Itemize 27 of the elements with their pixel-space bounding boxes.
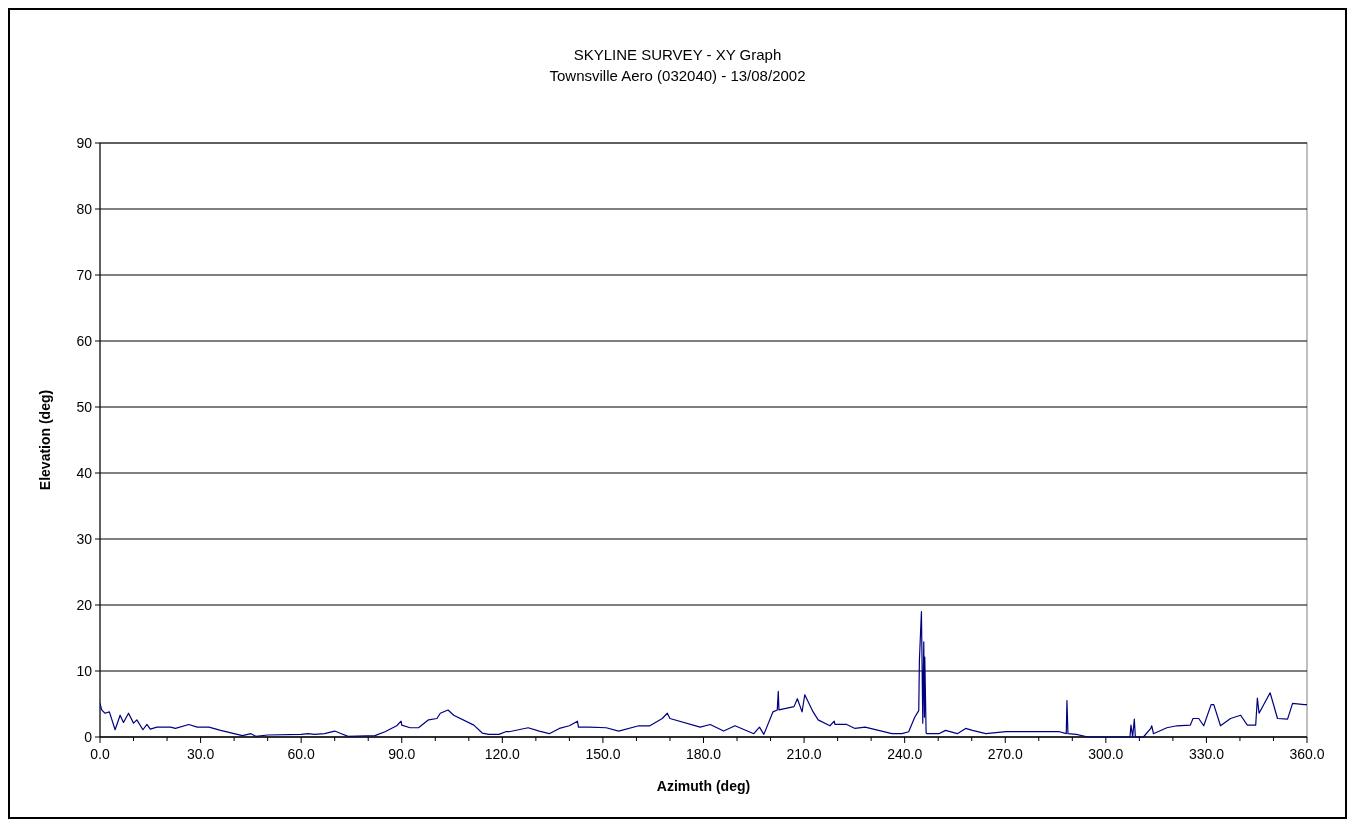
x-tick-label: 360.0 bbox=[1289, 746, 1325, 762]
y-tick-label: 30 bbox=[76, 530, 93, 547]
y-tick-label: 90 bbox=[76, 134, 93, 151]
y-tick-label: 60 bbox=[76, 332, 93, 349]
x-tick-label: 300.0 bbox=[1088, 746, 1124, 762]
x-tick-label: 30.0 bbox=[186, 746, 215, 762]
x-tick-label: 90.0 bbox=[388, 746, 416, 762]
x-tick-label: 60.0 bbox=[287, 746, 315, 762]
x-tick-label: 240.0 bbox=[887, 746, 923, 762]
chart-title: SKYLINE SURVEY - XY Graph bbox=[573, 46, 782, 63]
chart-subtitle: Townsville Aero (032040) - 13/08/2002 bbox=[549, 67, 806, 84]
x-axis-title: Azimuth (deg) bbox=[656, 778, 751, 794]
y-axis-title: Elevation (deg) bbox=[37, 389, 53, 491]
y-tick-label: 80 bbox=[76, 200, 93, 217]
x-tick-label: 0.0 bbox=[90, 746, 110, 762]
x-tick-label: 150.0 bbox=[585, 746, 621, 762]
x-tick-label: 210.0 bbox=[786, 746, 822, 762]
x-tick-label: 330.0 bbox=[1188, 746, 1225, 762]
y-tick-label: 70 bbox=[76, 266, 93, 283]
x-tick-label: 120.0 bbox=[484, 746, 521, 762]
y-tick-label: 10 bbox=[76, 662, 93, 679]
y-tick-label: 20 bbox=[76, 596, 93, 613]
x-tick-label: 180.0 bbox=[685, 746, 722, 762]
x-tick-label: 270.0 bbox=[987, 746, 1023, 762]
y-tick-label: 0 bbox=[84, 728, 93, 745]
y-tick-label: 40 bbox=[76, 464, 93, 481]
y-tick-label: 50 bbox=[76, 398, 93, 415]
